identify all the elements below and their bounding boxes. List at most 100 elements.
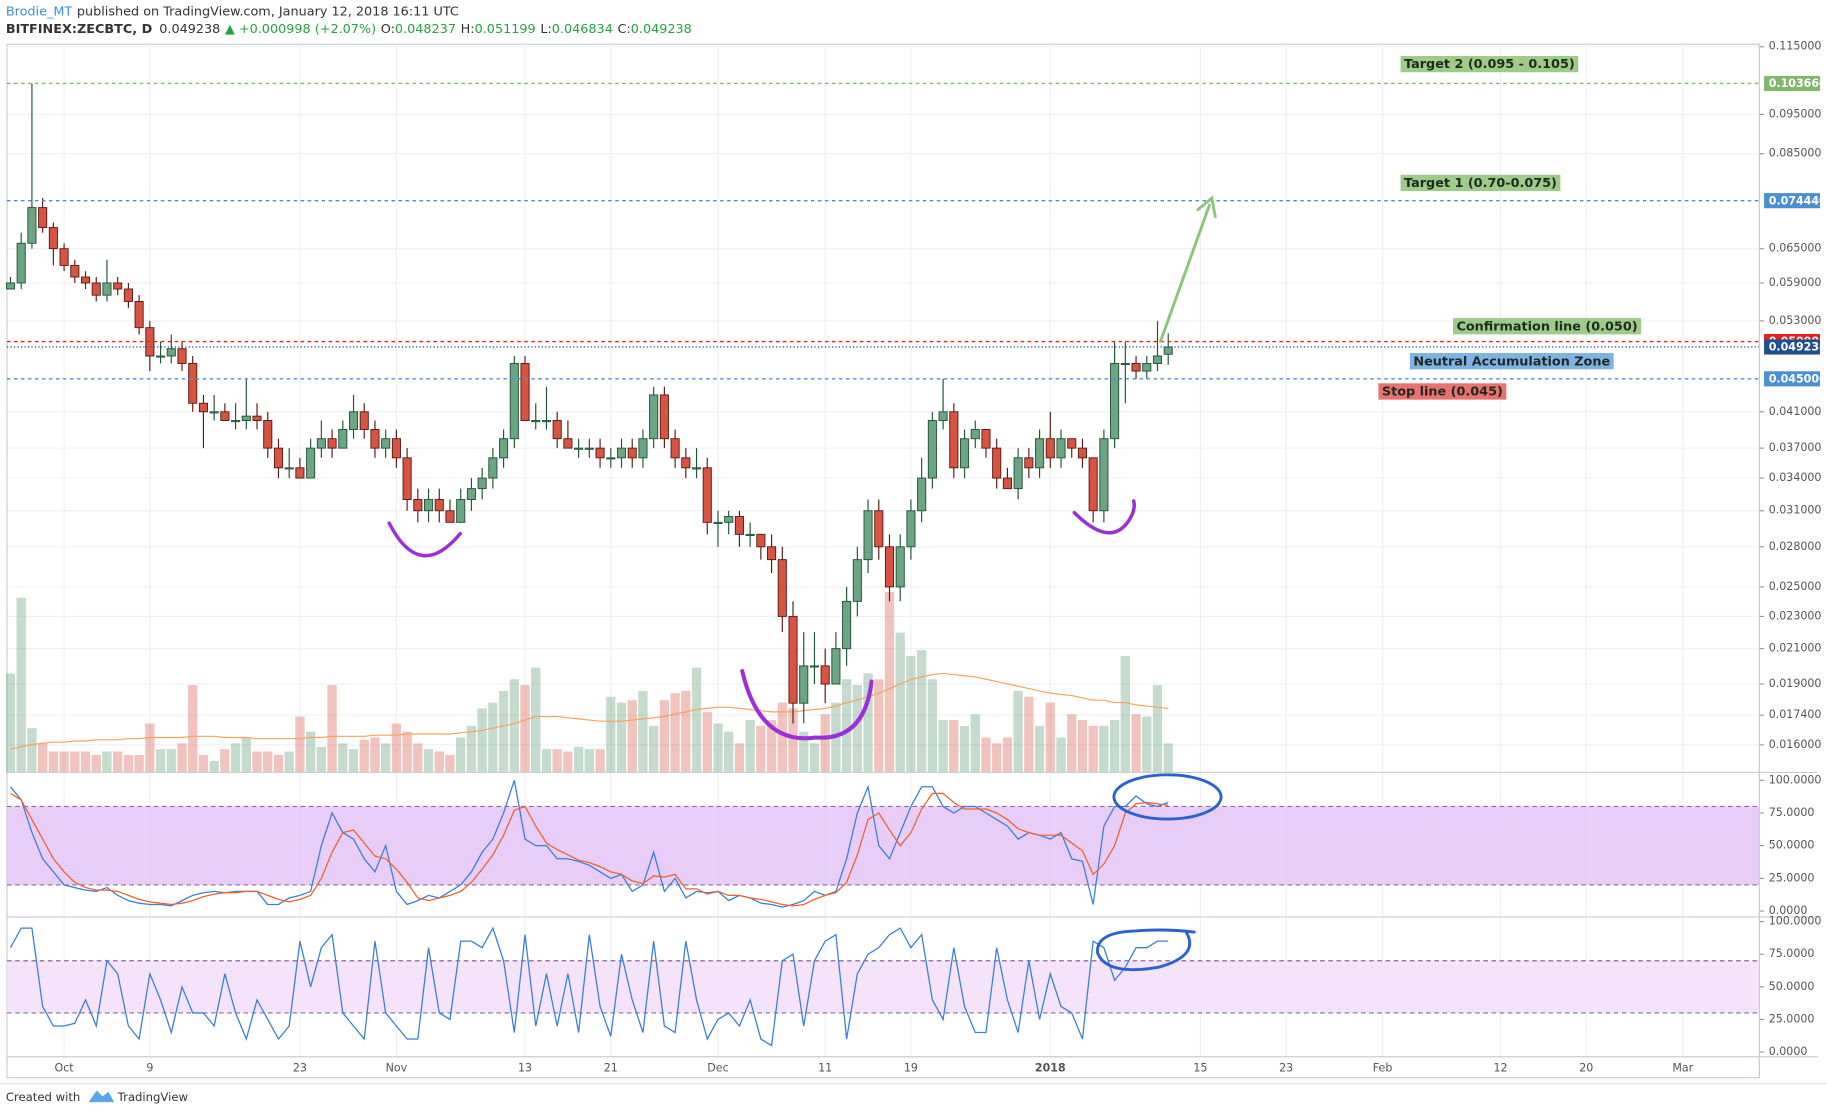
symbol-line: BITFINEX:ZECBTC, D 0.049238 ▲ +0.000998 (+… bbox=[6, 22, 692, 37]
y-tick-label: 0.016000 bbox=[1769, 738, 1822, 751]
volume-bar bbox=[305, 731, 316, 773]
volume-bar bbox=[295, 716, 305, 773]
volume-bar bbox=[338, 743, 348, 773]
y-tick-label: 50.0000 bbox=[1769, 980, 1815, 993]
volume-bar bbox=[884, 591, 895, 773]
volume-bar bbox=[348, 749, 359, 773]
ohlc-value: 0.051199 bbox=[475, 22, 536, 37]
x-tick-label: Feb bbox=[1373, 1061, 1393, 1074]
volume-bar bbox=[413, 743, 423, 773]
volume-bar bbox=[949, 720, 959, 773]
bottom-curve bbox=[740, 669, 874, 741]
footer-brand[interactable]: TradingView bbox=[117, 1090, 189, 1104]
candle-body bbox=[91, 282, 101, 296]
candle-body bbox=[499, 438, 509, 459]
target-arrow bbox=[1159, 203, 1211, 343]
candle-body bbox=[852, 559, 862, 602]
volume-bar bbox=[563, 751, 573, 773]
x-tick-label: 12 bbox=[1493, 1061, 1507, 1074]
candle-body bbox=[316, 438, 326, 449]
volume-bar bbox=[466, 725, 477, 773]
volume-bar bbox=[27, 728, 37, 773]
candle-body bbox=[1056, 438, 1066, 459]
volume-bar bbox=[1131, 714, 1141, 773]
volume-bar bbox=[895, 632, 905, 773]
volume-bar bbox=[1045, 702, 1055, 773]
candle-body bbox=[488, 457, 498, 479]
volume-bar bbox=[91, 754, 101, 773]
x-tick-label: Oct bbox=[55, 1061, 75, 1074]
volume-bar bbox=[531, 667, 541, 773]
level-label: 0.074440 bbox=[1769, 194, 1827, 207]
candle-body bbox=[1035, 438, 1045, 469]
candle-body bbox=[359, 411, 369, 430]
volume-bar bbox=[102, 751, 112, 773]
volume-bar bbox=[16, 597, 26, 773]
volume-bar bbox=[488, 702, 498, 773]
candle-body bbox=[938, 411, 948, 421]
candle-body bbox=[295, 467, 305, 479]
volume-bar bbox=[927, 679, 938, 773]
volume-bar bbox=[638, 690, 648, 773]
candle-body bbox=[241, 415, 251, 421]
author[interactable]: Brodie_MT bbox=[6, 4, 73, 19]
x-tick-label: Mar bbox=[1672, 1061, 1693, 1074]
candle-body bbox=[970, 429, 980, 440]
volume-bar bbox=[134, 754, 144, 773]
candle-body bbox=[16, 242, 26, 284]
candle-body bbox=[906, 510, 916, 548]
candle-body bbox=[702, 467, 712, 523]
candle-body bbox=[1024, 457, 1034, 469]
volume-bar bbox=[37, 743, 48, 773]
tv-logo[interactable] bbox=[88, 1090, 115, 1103]
annotation-box bbox=[1452, 318, 1642, 335]
candle-body bbox=[456, 499, 466, 523]
volume-bar bbox=[691, 667, 702, 773]
x-tick-label: 21 bbox=[604, 1061, 618, 1074]
candle-body bbox=[252, 415, 262, 421]
volume-bar bbox=[1024, 696, 1034, 773]
candle-body bbox=[649, 394, 659, 440]
candle-body bbox=[402, 457, 412, 500]
volume-bar bbox=[230, 743, 241, 773]
volume-bar bbox=[284, 751, 294, 773]
chart: Oct 9 23 Nov 13 21 Dec 11 19 2018 15 23 Feb 12 20 Mar 0.… bbox=[5, 40, 1827, 1079]
candle-body bbox=[1013, 457, 1023, 490]
candle-body bbox=[552, 420, 562, 440]
candle-body bbox=[638, 438, 648, 459]
candle-body bbox=[959, 438, 970, 469]
ohlc-value: 0.046834 bbox=[552, 22, 613, 37]
volume-bar bbox=[1013, 690, 1023, 773]
x-tick-label: 2018 bbox=[1035, 1061, 1066, 1074]
x-tick-label: 15 bbox=[1193, 1061, 1207, 1074]
annotation-box bbox=[1400, 55, 1579, 73]
volume-bar bbox=[498, 690, 509, 773]
level-label-box bbox=[1764, 75, 1821, 92]
candle-body bbox=[981, 429, 991, 449]
arrow-head bbox=[1196, 195, 1217, 219]
candle-body bbox=[809, 665, 820, 668]
x-tick-label: 20 bbox=[1579, 1061, 1593, 1074]
candle-body bbox=[777, 559, 787, 617]
y-tick-label: 50.0000 bbox=[1769, 839, 1815, 852]
volume-bar bbox=[252, 751, 262, 773]
volume-bar bbox=[5, 673, 16, 773]
y-tick-label: 0.0000 bbox=[1769, 904, 1808, 917]
volume-bar bbox=[863, 673, 873, 773]
volume-bar bbox=[113, 751, 123, 773]
candle-body bbox=[348, 411, 359, 430]
candle-body bbox=[670, 438, 680, 459]
candle-body bbox=[38, 207, 48, 229]
y-tick-label: 0.019000 bbox=[1769, 677, 1822, 690]
annotation-box bbox=[1409, 353, 1614, 370]
volume-bar bbox=[627, 700, 637, 773]
volume-bar bbox=[391, 723, 402, 773]
band bbox=[6, 806, 1760, 885]
volume-bar bbox=[402, 731, 412, 773]
volume-ma-line bbox=[10, 672, 1169, 750]
candle-body bbox=[627, 447, 637, 459]
candle-body bbox=[1163, 346, 1173, 355]
candle-body bbox=[509, 362, 519, 440]
candle-body bbox=[1131, 362, 1141, 372]
